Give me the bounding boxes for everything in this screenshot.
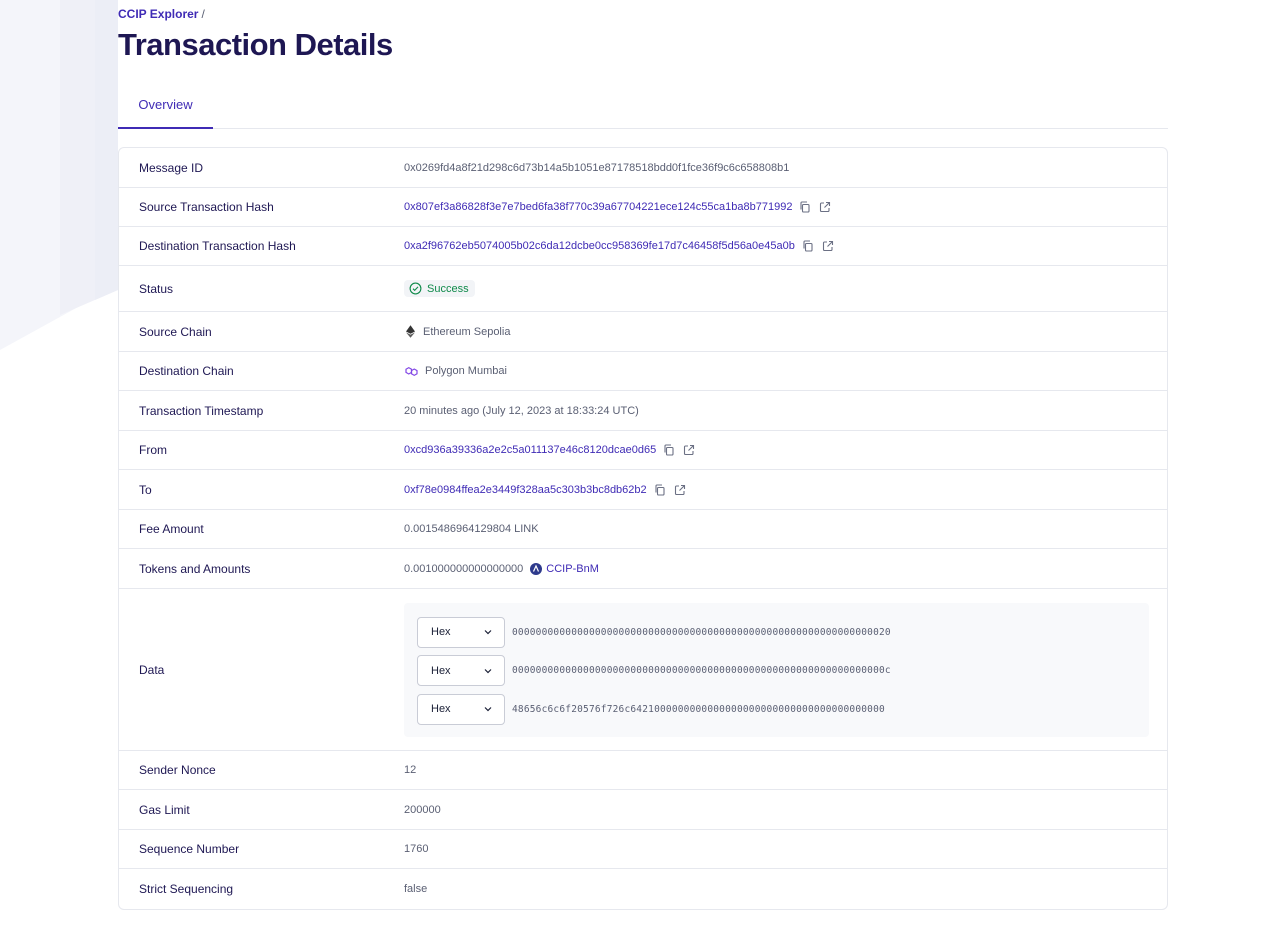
sequence-number-value: 1760 xyxy=(404,843,429,855)
token-ccip-bnm-link[interactable]: CCIP-BnM xyxy=(546,562,599,575)
status-label: Status xyxy=(139,281,174,296)
chevron-down-icon xyxy=(484,630,492,635)
row-tokens-and-amounts: Tokens and Amounts 0.001000000000000000 … xyxy=(119,549,1167,589)
transaction-details-table: Message ID 0x0269fd4a8f21d298c6d73b14a5b… xyxy=(118,147,1168,910)
data-hex-value: 0000000000000000000000000000000000000000… xyxy=(512,665,891,676)
from-address-link[interactable]: 0xcd936a39336a2e2c5a011137e46c8120dcae0d… xyxy=(404,444,657,456)
ethereum-icon xyxy=(404,325,416,339)
copy-icon[interactable] xyxy=(662,443,676,457)
destination-chain-label: Destination Chain xyxy=(139,364,234,378)
transaction-timestamp-value: 20 minutes ago (July 12, 2023 at 18:33:2… xyxy=(404,404,639,417)
data-label: Data xyxy=(139,662,165,677)
token-amount-value: 0.001000000000000000 xyxy=(404,562,524,575)
data-box: Hex 000000000000000000000000000000000000… xyxy=(404,602,1149,737)
message-id-value: 0x0269fd4a8f21d298c6d73b14a5b1051e871785… xyxy=(404,161,790,174)
ccip-bnm-token-icon xyxy=(530,562,543,575)
source-chain-value: Ethereum Sepolia xyxy=(423,325,511,338)
format-select[interactable]: Hex xyxy=(417,693,505,725)
source-transaction-hash-link[interactable]: 0x807ef3a86828f3e7e7bed6fa38f770c39a6770… xyxy=(404,201,793,213)
row-source-transaction-hash: Source Transaction Hash 0x807ef3a86828f3… xyxy=(119,188,1167,227)
destination-transaction-hash-label: Destination Transaction Hash xyxy=(139,239,296,253)
external-link-icon[interactable] xyxy=(673,483,687,497)
check-circle-icon xyxy=(409,282,422,295)
breadcrumb: CCIP Explorer / xyxy=(118,7,205,21)
fee-amount-label: Fee Amount xyxy=(139,522,204,536)
row-message-id: Message ID 0x0269fd4a8f21d298c6d73b14a5b… xyxy=(119,148,1167,188)
data-line: Hex 000000000000000000000000000000000000… xyxy=(417,654,1149,687)
gas-limit-label: Gas Limit xyxy=(139,802,190,817)
destination-chain-value: Polygon Mumbai xyxy=(425,365,507,377)
strict-sequencing-label: Strict Sequencing xyxy=(139,882,234,896)
chevron-down-icon xyxy=(484,668,492,673)
fee-amount-value: 0.0015486964129804 LINK xyxy=(404,523,539,535)
copy-icon[interactable] xyxy=(653,483,667,497)
format-select-value: Hex xyxy=(431,703,451,715)
polygon-icon xyxy=(404,364,418,378)
breadcrumb-ccip-explorer-link[interactable]: CCIP Explorer xyxy=(118,7,199,21)
format-select-value: Hex xyxy=(431,626,451,638)
data-line: Hex 000000000000000000000000000000000000… xyxy=(417,616,1149,649)
row-status: Status Success xyxy=(119,266,1167,312)
to-address-link[interactable]: 0xf78e0984ffea2e3449f328aa5c303b3bc8db62… xyxy=(404,483,647,496)
tab-bar: Overview xyxy=(118,84,1168,129)
destination-transaction-hash-link[interactable]: 0xa2f96762eb5074005b02c6da12dcbe0cc95836… xyxy=(404,240,795,252)
from-label: From xyxy=(139,443,167,457)
format-select-value: Hex xyxy=(431,664,451,677)
page-title: Transaction Details xyxy=(118,27,393,62)
breadcrumb-separator: / xyxy=(201,7,205,21)
format-select[interactable]: Hex xyxy=(417,655,505,686)
row-from: From 0xcd936a39336a2e2c5a011137e46c8120d… xyxy=(119,431,1167,470)
row-transaction-timestamp: Transaction Timestamp 20 minutes ago (Ju… xyxy=(119,391,1167,431)
row-strict-sequencing: Strict Sequencing false xyxy=(119,869,1167,909)
source-chain-label: Source Chain xyxy=(139,324,212,339)
external-link-icon[interactable] xyxy=(821,239,835,253)
data-hex-value: 0000000000000000000000000000000000000000… xyxy=(512,626,891,638)
external-link-icon[interactable] xyxy=(682,443,696,457)
sender-nonce-value: 12 xyxy=(404,764,417,776)
row-source-chain: Source Chain Ethereum Sepolia xyxy=(119,312,1167,352)
to-label: To xyxy=(139,482,152,497)
copy-icon[interactable] xyxy=(798,200,812,214)
row-gas-limit: Gas Limit 200000 xyxy=(119,790,1167,830)
source-transaction-hash-label: Source Transaction Hash xyxy=(139,200,274,214)
sequence-number-label: Sequence Number xyxy=(139,842,240,856)
row-destination-chain: Destination Chain Polygon Mumbai xyxy=(119,352,1167,391)
row-sequence-number: Sequence Number 1760 xyxy=(119,830,1167,869)
background-decoration xyxy=(0,0,118,350)
status-text: Success xyxy=(427,282,469,295)
row-fee-amount: Fee Amount 0.0015486964129804 LINK xyxy=(119,510,1167,549)
chevron-down-icon xyxy=(484,707,492,712)
sender-nonce-label: Sender Nonce xyxy=(139,763,216,777)
tab-overview[interactable]: Overview xyxy=(118,84,213,129)
data-line: Hex 48656c6c6f20576f726c6421000000000000… xyxy=(417,693,1149,726)
strict-sequencing-value: false xyxy=(404,883,428,895)
gas-limit-value: 200000 xyxy=(404,803,441,816)
transaction-timestamp-label: Transaction Timestamp xyxy=(139,403,264,418)
row-data: Data Hex 0000000000000000000000000000000… xyxy=(119,589,1167,751)
status-badge: Success xyxy=(404,280,475,297)
row-to: To 0xf78e0984ffea2e3449f328aa5c303b3bc8d… xyxy=(119,470,1167,510)
format-select[interactable]: Hex xyxy=(417,616,505,648)
tokens-and-amounts-label: Tokens and Amounts xyxy=(139,561,251,576)
data-hex-value: 48656c6c6f20576f726c64210000000000000000… xyxy=(512,703,885,715)
message-id-label: Message ID xyxy=(139,160,204,175)
row-destination-transaction-hash: Destination Transaction Hash 0xa2f96762e… xyxy=(119,227,1167,266)
external-link-icon[interactable] xyxy=(818,200,832,214)
row-sender-nonce: Sender Nonce 12 xyxy=(119,751,1167,790)
copy-icon[interactable] xyxy=(801,239,815,253)
